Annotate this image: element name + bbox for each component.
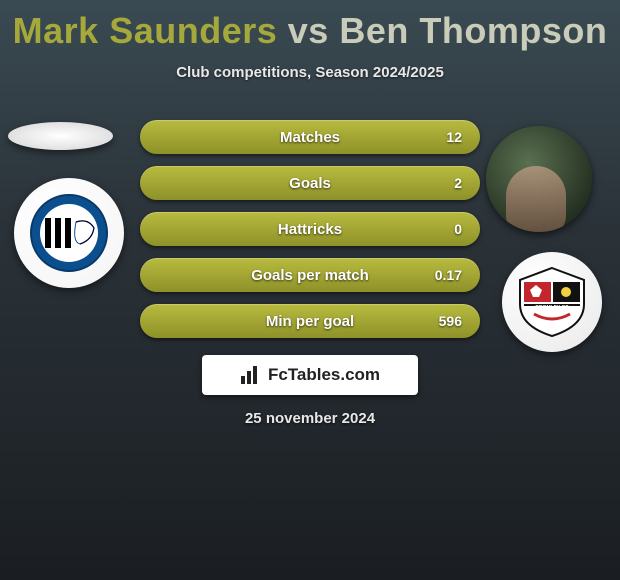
stat-bar-min-per-goal: Min per goal 596 — [140, 304, 480, 338]
subtitle: Club competitions, Season 2024/2025 — [0, 64, 620, 81]
stat-value: 596 — [439, 313, 462, 329]
gillingham-badge-icon — [30, 194, 108, 272]
bar-chart-icon — [240, 366, 262, 384]
bromley-badge-icon: BROMLEY·FC — [514, 264, 590, 340]
stat-bar-hattricks: Hattricks 0 — [140, 212, 480, 246]
stat-bar-goals: Goals 2 — [140, 166, 480, 200]
fctables-logo[interactable]: FcTables.com — [202, 355, 418, 395]
stat-value: 12 — [446, 129, 462, 145]
comparison-title: Mark Saunders vs Ben Thompson — [0, 0, 620, 52]
vs-text: vs — [288, 10, 329, 51]
player1-club-badge — [14, 178, 124, 288]
stats-container: Matches 12 Goals 2 Hattricks 0 Goals per… — [140, 120, 480, 350]
stat-label: Goals — [289, 175, 331, 192]
player2-club-badge: BROMLEY·FC — [502, 252, 602, 352]
player2-avatar — [486, 126, 592, 232]
fctables-text: FcTables.com — [268, 365, 380, 385]
stat-label: Matches — [280, 129, 340, 146]
stat-value: 0.17 — [435, 267, 462, 283]
stat-bar-goals-per-match: Goals per match 0.17 — [140, 258, 480, 292]
stat-label: Min per goal — [266, 313, 354, 330]
stat-label: Goals per match — [251, 267, 369, 284]
player1-avatar-placeholder — [8, 122, 113, 150]
stat-label: Hattricks — [278, 221, 342, 238]
player2-name: Ben Thompson — [339, 10, 607, 51]
stat-value: 0 — [454, 221, 462, 237]
date-text: 25 november 2024 — [245, 410, 375, 427]
stat-bar-matches: Matches 12 — [140, 120, 480, 154]
stat-value: 2 — [454, 175, 462, 191]
player1-name: Mark Saunders — [13, 10, 278, 51]
